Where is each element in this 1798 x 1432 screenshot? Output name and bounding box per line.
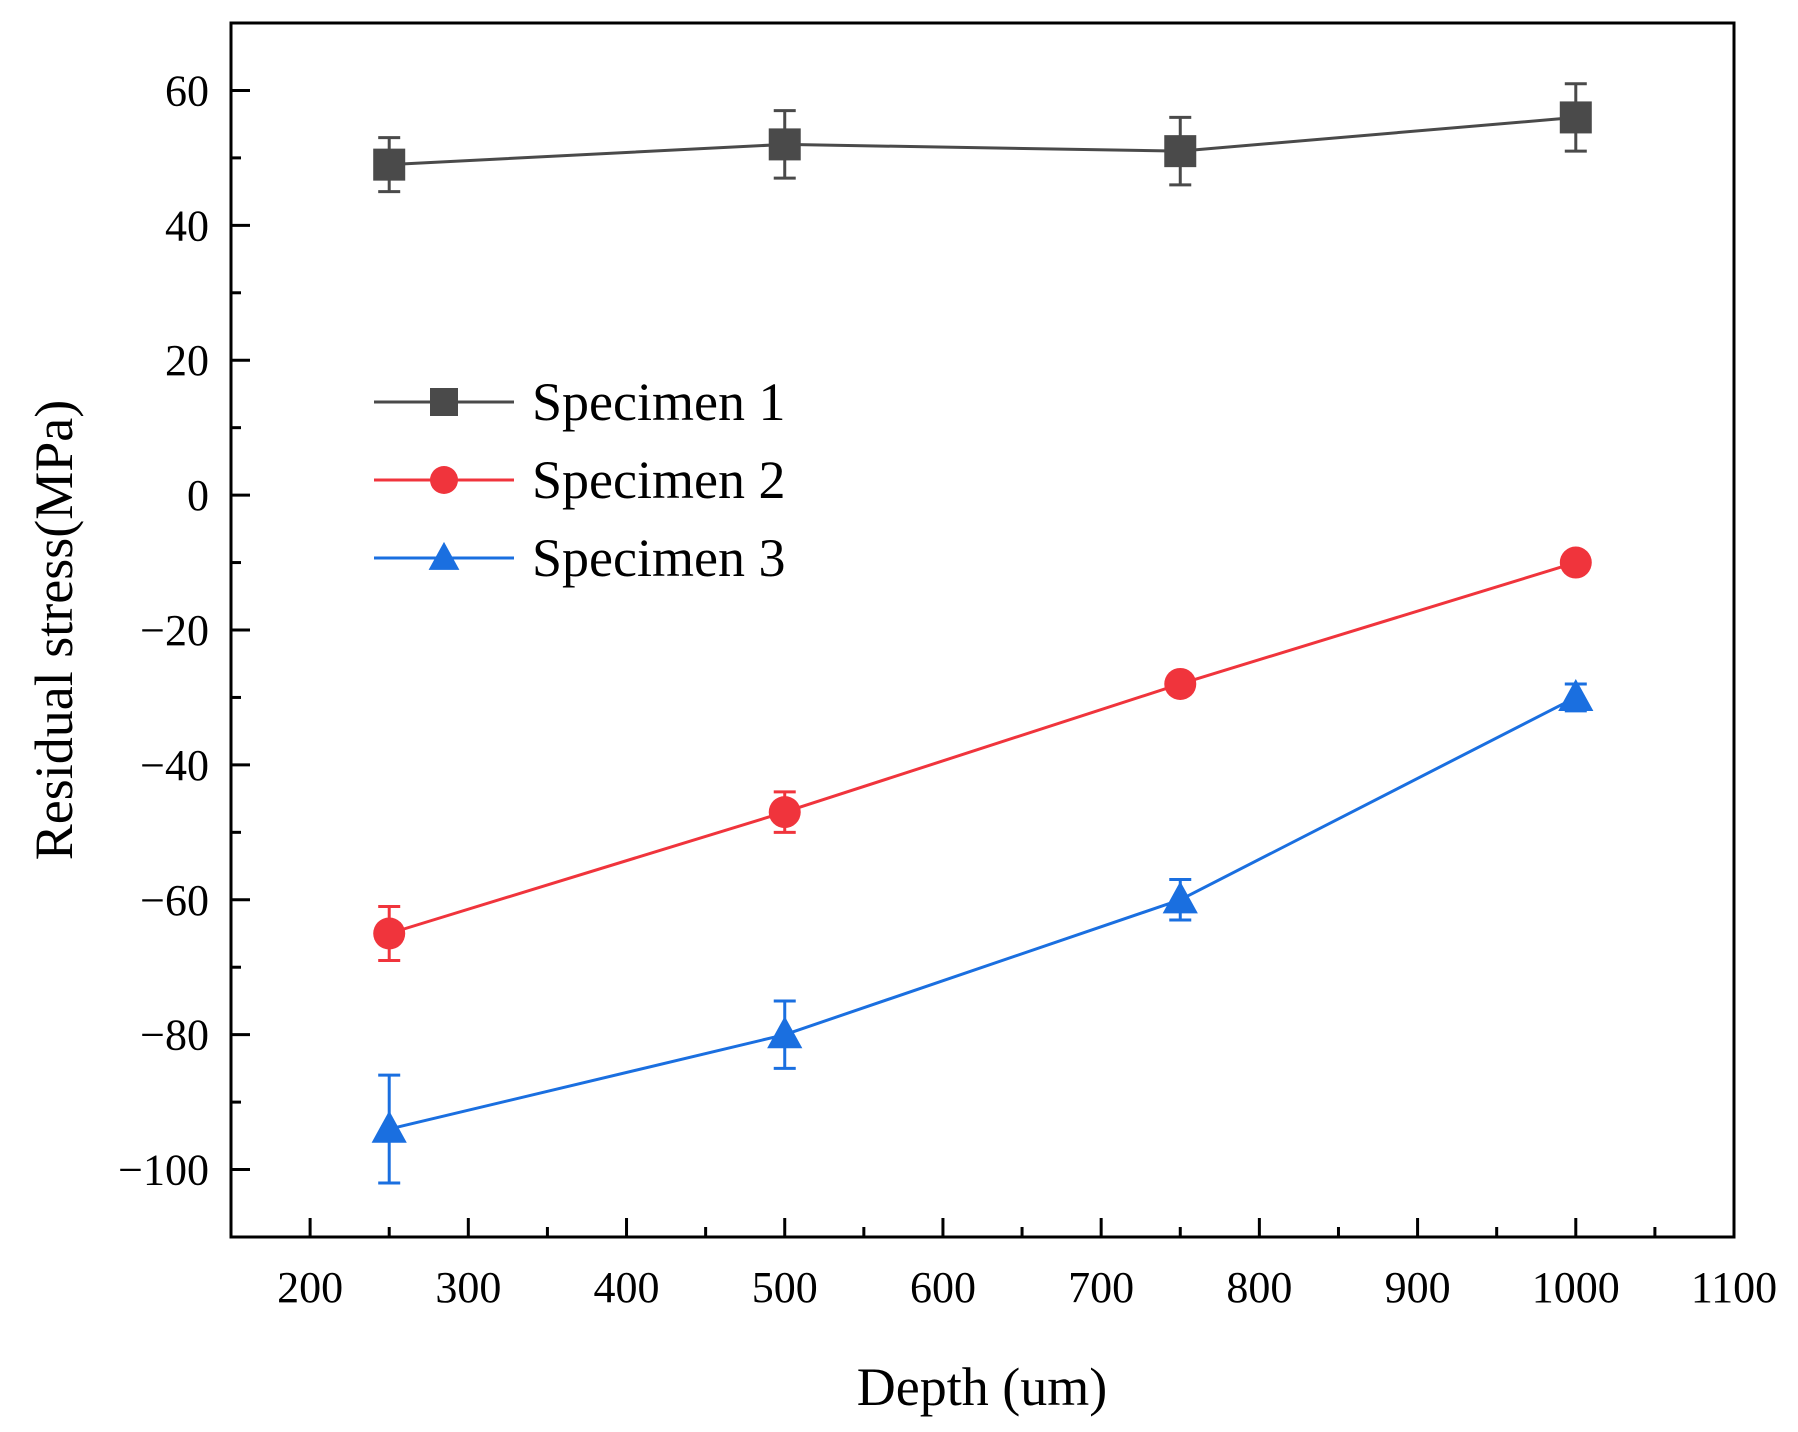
legend: Specimen 1 Specimen 2 Specimen 3	[374, 372, 785, 588]
data-point	[1164, 135, 1197, 168]
y-tick-label: 40	[165, 201, 209, 250]
data-point	[371, 1110, 407, 1143]
data-point	[1559, 546, 1592, 579]
data-point	[1559, 101, 1592, 134]
data-point	[1164, 667, 1197, 700]
x-tick-label: 300	[435, 1263, 501, 1312]
x-tick-label: 800	[1226, 1263, 1292, 1312]
y-tick-label: −20	[140, 606, 209, 655]
data-point	[767, 1016, 803, 1049]
x-tick-label: 700	[1068, 1263, 1134, 1312]
x-tick-label: 600	[910, 1263, 976, 1312]
x-axis-ticks: 200 300 400 500 600 700 800 900 1000 1100	[277, 1218, 1777, 1312]
legend-label: Specimen 1	[532, 372, 785, 432]
data-point	[1162, 881, 1198, 914]
series-2	[373, 546, 1592, 962]
y-axis-ticks: −100 −80 −60 −40 −20 0 20 40 60	[118, 21, 250, 1239]
y-tick-label: −80	[140, 1011, 209, 1060]
series-line	[388, 561, 1577, 935]
legend-marker	[428, 541, 460, 570]
data-point	[768, 128, 801, 161]
legend-marker	[430, 388, 458, 416]
y-tick-label: 60	[165, 66, 209, 115]
x-tick-label: 1000	[1532, 1263, 1620, 1312]
x-tick-label: 500	[752, 1263, 818, 1312]
legend-marker	[430, 466, 458, 494]
plot-frame	[229, 21, 1736, 1239]
y-tick-label: 20	[165, 336, 209, 385]
x-tick-label: 400	[594, 1263, 660, 1312]
x-axis-title: Depth (um)	[857, 1357, 1107, 1417]
data-point	[373, 917, 406, 950]
data-point	[768, 796, 801, 829]
y-tick-label: −40	[140, 741, 209, 790]
data-point	[373, 148, 406, 181]
y-tick-label: −60	[140, 876, 209, 925]
x-tick-label: 200	[277, 1263, 343, 1312]
y-tick-label: 0	[187, 471, 209, 520]
legend-label: Specimen 3	[532, 528, 785, 588]
series-layer	[371, 82, 1594, 1185]
x-tick-label: 1100	[1691, 1263, 1777, 1312]
series-1	[373, 82, 1592, 194]
legend-label: Specimen 2	[532, 450, 785, 510]
y-axis-title: Residual stress(MPa)	[24, 400, 84, 860]
x-tick-label: 900	[1385, 1263, 1451, 1312]
y-tick-label: −100	[118, 1146, 209, 1195]
series-line	[389, 115, 1576, 167]
series-line	[388, 696, 1577, 1131]
series-3	[371, 679, 1594, 1185]
data-point	[1558, 679, 1594, 712]
